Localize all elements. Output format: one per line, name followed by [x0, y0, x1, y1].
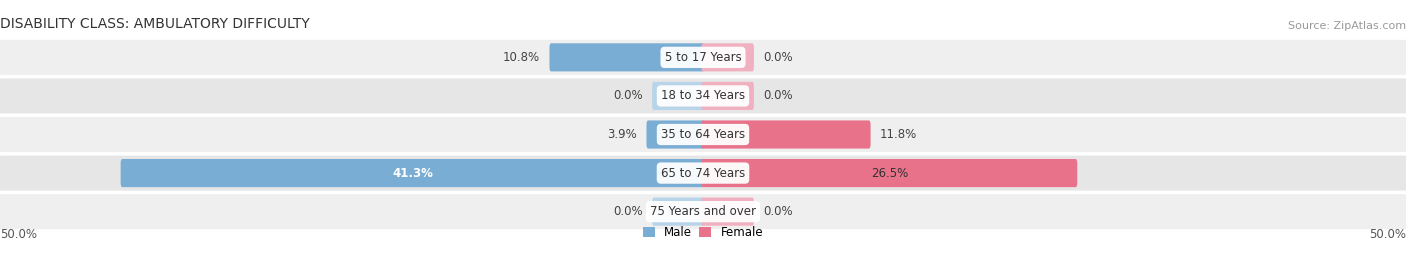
Text: 0.0%: 0.0% [763, 89, 793, 102]
Text: 18 to 34 Years: 18 to 34 Years [661, 89, 745, 102]
FancyBboxPatch shape [702, 82, 754, 110]
Text: 5 to 17 Years: 5 to 17 Years [665, 51, 741, 64]
Text: 11.8%: 11.8% [880, 128, 917, 141]
FancyBboxPatch shape [0, 193, 1406, 231]
FancyBboxPatch shape [0, 77, 1406, 115]
Text: 41.3%: 41.3% [392, 167, 433, 180]
Text: 75 Years and over: 75 Years and over [650, 205, 756, 218]
Text: 50.0%: 50.0% [0, 228, 37, 240]
Text: 0.0%: 0.0% [763, 205, 793, 218]
FancyBboxPatch shape [702, 197, 754, 226]
Legend: Male, Female: Male, Female [643, 226, 763, 239]
FancyBboxPatch shape [647, 121, 704, 148]
Text: Source: ZipAtlas.com: Source: ZipAtlas.com [1288, 21, 1406, 31]
Text: 65 to 74 Years: 65 to 74 Years [661, 167, 745, 180]
Text: 50.0%: 50.0% [1369, 228, 1406, 240]
FancyBboxPatch shape [550, 43, 704, 72]
Text: 0.0%: 0.0% [613, 89, 643, 102]
Text: 0.0%: 0.0% [613, 205, 643, 218]
Text: DISABILITY CLASS: AMBULATORY DIFFICULTY: DISABILITY CLASS: AMBULATORY DIFFICULTY [0, 17, 309, 31]
Text: 26.5%: 26.5% [870, 167, 908, 180]
FancyBboxPatch shape [652, 82, 704, 110]
Text: 3.9%: 3.9% [607, 128, 637, 141]
FancyBboxPatch shape [121, 159, 704, 187]
FancyBboxPatch shape [702, 43, 754, 72]
Text: 0.0%: 0.0% [763, 51, 793, 64]
Text: 35 to 64 Years: 35 to 64 Years [661, 128, 745, 141]
FancyBboxPatch shape [652, 197, 704, 226]
FancyBboxPatch shape [0, 154, 1406, 192]
FancyBboxPatch shape [0, 38, 1406, 76]
FancyBboxPatch shape [0, 116, 1406, 153]
Text: 10.8%: 10.8% [503, 51, 540, 64]
FancyBboxPatch shape [702, 121, 870, 148]
FancyBboxPatch shape [702, 159, 1077, 187]
